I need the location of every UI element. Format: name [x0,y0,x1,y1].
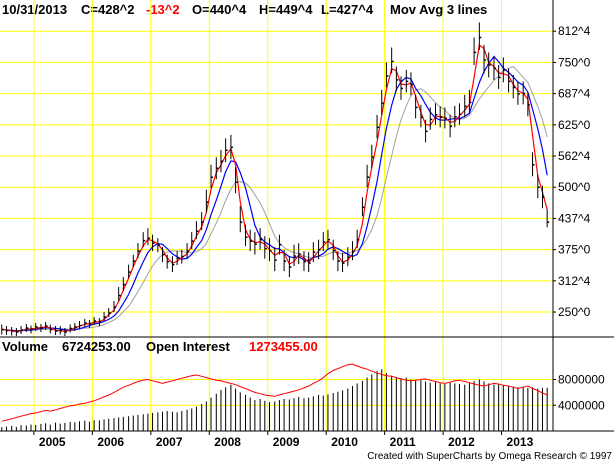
price-grid [0,0,553,337]
x-tick-label: 2013 [507,435,534,449]
header-open: O=440^4 [192,2,247,17]
header-date: 10/31/2013 [2,2,67,17]
volume-grid [0,337,553,431]
x-tick-label: 2007 [156,435,183,449]
x-axis: 2005 2006 2007 2008 2009 2010 2011 2012 2013 [33,431,534,449]
credit-text: Created with SuperCharts by Omega Resear… [367,451,612,462]
header-study: Mov Avg 3 lines [390,2,487,17]
x-tick-label: 2005 [39,435,66,449]
x-tick-label: 2011 [390,435,416,449]
header-close: C=428^2 [81,2,135,17]
price-tick-label: 437^4 [558,211,591,225]
oi-label: Open Interest [146,339,230,354]
open-interest-line [1,363,548,422]
x-tick-label: 2010 [331,435,358,449]
x-tick-label: 2009 [273,435,300,449]
header-low: L=427^4 [321,2,374,17]
price-tick-label: 562^4 [558,149,591,163]
price-tick-label: 750^0 [558,55,591,69]
volume-bars [1,369,548,431]
price-tick-label: 312^4 [558,274,591,288]
open-interest-path [1,363,548,422]
price-tick-label: 500^0 [558,180,591,194]
volume-label: Volume [2,339,48,354]
volume-y-axis: 8000000 4000000 [553,373,605,412]
ma-fast-path [1,43,548,333]
x-tick-label: 2006 [97,435,124,449]
volume-tick-label: 8000000 [558,373,605,387]
price-tick-label: 625^0 [558,118,591,132]
ma-mid-path [1,55,548,332]
header-change: -13^2 [146,2,180,17]
price-bars [1,22,550,337]
x-tick-label: 2008 [214,435,241,449]
price-tick-label: 687^4 [558,87,591,101]
volume-tick-label: 4000000 [558,398,605,412]
x-tick-label: 2012 [448,435,475,449]
price-tick-label: 250^0 [558,305,591,319]
oi-value: 1273455.00 [249,339,318,354]
ma-fast-line [1,43,548,333]
ma-mid-line [1,55,548,332]
price-tick-label: 812^4 [558,24,591,38]
header-high: H=449^4 [259,2,313,17]
volume-value: 6724253.00 [62,339,131,354]
price-tick-label: 375^0 [558,243,591,257]
price-y-axis: 812^4 750^0 687^4 625^0 562^4 500^0 437^4 375^0… [553,24,591,319]
